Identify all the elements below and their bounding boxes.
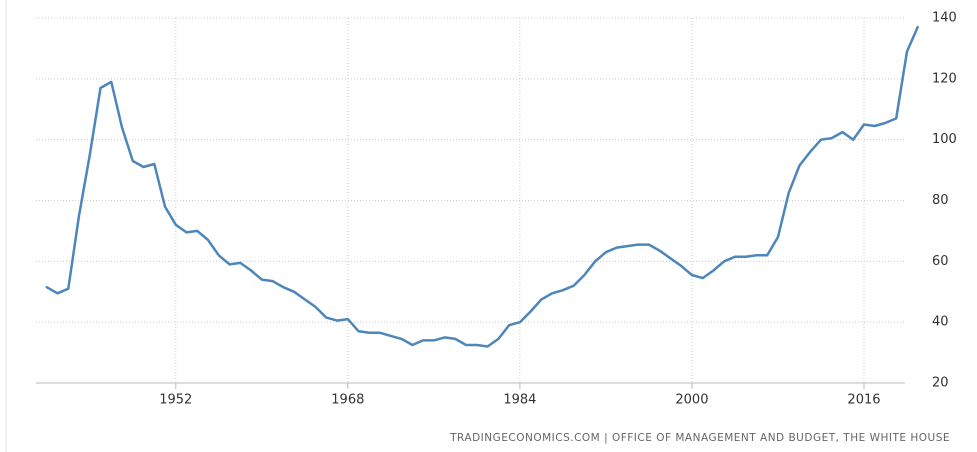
y-tick-label: 60 [932,254,949,269]
y-tick-label: 120 [932,71,957,86]
x-tick-label: 1968 [331,393,364,408]
y-tick-label: 100 [932,132,957,147]
x-tick-label: 2000 [675,393,708,408]
x-tick-label: 1984 [503,393,536,408]
x-tick-label: 1952 [159,393,192,408]
data-line [45,25,919,348]
y-tick-label: 40 [932,315,949,330]
y-tick-label: 20 [932,376,949,391]
y-tick-label: 140 [932,11,957,26]
source: TRADINGECONOMICS.COM | OFFICE OF MANAGEM… [449,432,950,444]
y-tick-label: 80 [932,193,949,208]
x-tick-label: 2016 [847,393,880,408]
